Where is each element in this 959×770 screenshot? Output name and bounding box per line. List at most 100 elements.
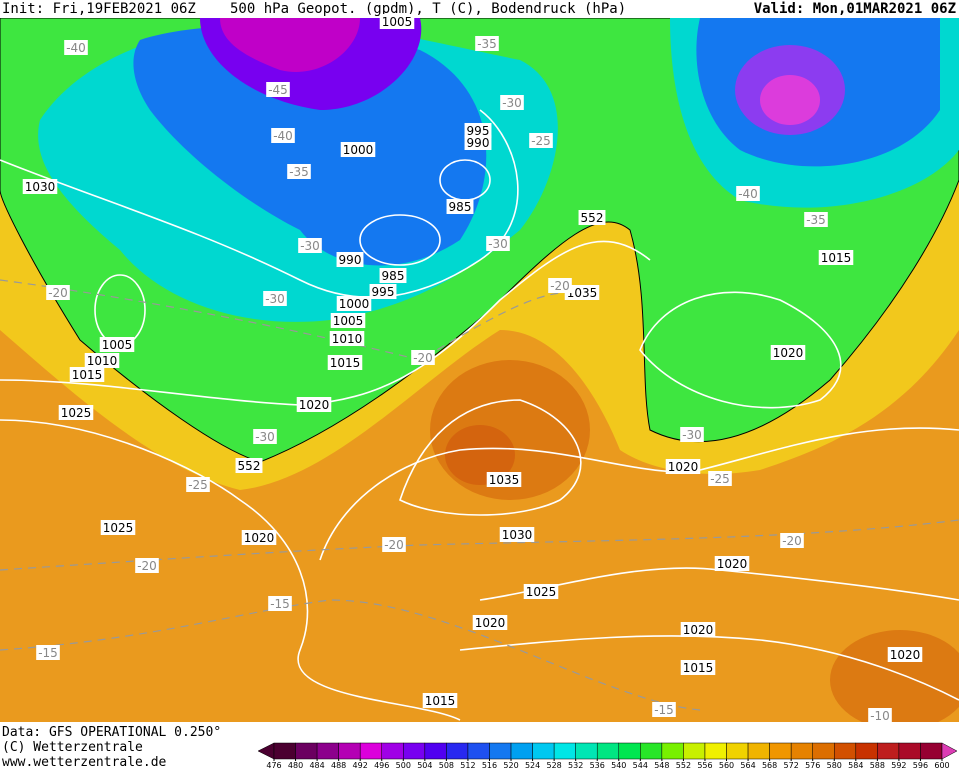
isobar-label-box — [336, 252, 364, 267]
colorbar-swatch — [338, 742, 361, 760]
isobar-label: 1015 — [683, 661, 714, 675]
colorbar-swatch — [446, 742, 469, 760]
colorbar-swatch — [618, 742, 641, 760]
isobar-label-box — [330, 313, 366, 328]
isobar-label: 1015 — [425, 694, 456, 708]
temperature-label-box — [298, 238, 322, 253]
colorbar-tick-label: 484 — [309, 761, 324, 770]
isobar-label: 1020 — [244, 531, 275, 545]
colorbar-swatch — [295, 742, 318, 760]
colorbar-swatch — [898, 742, 921, 760]
colorbar-tick-label: 596 — [913, 761, 928, 770]
isobar-label: 1005 — [382, 15, 413, 29]
isobar-label: 1020 — [475, 616, 506, 630]
colorbar-tick-label: 508 — [439, 761, 454, 770]
isobar-label-box — [680, 622, 716, 637]
temperature-label-box — [253, 429, 277, 444]
temperature-label-box — [411, 350, 435, 365]
isobar-label: 1020 — [668, 460, 699, 474]
isobar-label: 1005 — [333, 314, 364, 328]
temperature-label: -25 — [531, 134, 551, 148]
isobar-label: 985 — [449, 200, 472, 214]
isobar-label: 1015 — [821, 251, 852, 265]
isobar-label: 1025 — [61, 406, 92, 420]
isobar-label: 552 — [238, 459, 261, 473]
isobar-label: 985 — [382, 269, 405, 283]
copyright: (C) Wetterzentrale — [2, 740, 143, 755]
colorbar-swatch — [704, 742, 727, 760]
temperature-label-box — [868, 708, 892, 723]
temperature-label: -35 — [477, 37, 497, 51]
isobar — [359, 214, 441, 266]
isobar-label: 1010 — [87, 354, 118, 368]
colorbar-tick-label: 540 — [611, 761, 626, 770]
isobar-label-box — [329, 331, 365, 346]
header-bar — [0, 0, 959, 18]
colorbar-swatch — [596, 742, 620, 760]
isobar-label-box — [818, 250, 854, 265]
isobar-label-box — [99, 337, 135, 352]
temperature-label-box — [486, 236, 510, 251]
valid-time: Valid: Mon,01MAR2021 06Z — [754, 1, 956, 17]
colorbar-swatch — [553, 742, 576, 760]
colorbar-tick-label: 536 — [590, 761, 605, 770]
colorbar-tick-label: 544 — [633, 761, 648, 770]
isobar-label-box — [578, 210, 606, 225]
colorbar-tick-label: 592 — [891, 761, 906, 770]
colorbar-tick-label: 488 — [331, 761, 346, 770]
isobar-label-box — [887, 647, 923, 662]
isobar-label: 1010 — [332, 332, 363, 346]
init-time: Init: Fri,19FEB2021 06Z — [2, 1, 196, 17]
magenta-region-east — [760, 75, 820, 125]
temperature-label-box — [263, 291, 287, 306]
isobar — [0, 419, 461, 721]
colorbar-swatch — [877, 742, 900, 760]
isobar-label-box — [680, 660, 716, 675]
isobar-label-box — [336, 296, 372, 311]
temperature-label-box — [64, 40, 88, 55]
isobar — [0, 240, 651, 406]
isotherms — [0, 279, 959, 711]
colorbar-tick-label: 516 — [482, 761, 497, 770]
isobar-label: 1005 — [102, 338, 133, 352]
temperature-label: -15 — [270, 597, 290, 611]
temperature-label-box — [680, 427, 704, 442]
isobar-label-box — [714, 556, 750, 571]
isobar — [639, 291, 842, 409]
isobar-label-box — [379, 268, 407, 283]
colorbar-swatch — [920, 742, 943, 760]
isobar-label-box — [296, 397, 332, 412]
temperature-label: -20 — [550, 279, 570, 293]
colorbar-tick-label: 524 — [525, 761, 540, 770]
colorbar-swatch — [424, 742, 447, 760]
isobar-label: 1020 — [773, 346, 804, 360]
isobar-label: 990 — [339, 253, 362, 267]
colorbar-swatch — [640, 742, 663, 760]
colorbar-swatch — [510, 742, 533, 760]
colorbar-tick-label: 568 — [762, 761, 777, 770]
colorbar-tick-label: 572 — [784, 761, 799, 770]
colorbar: 476 480 484 488 492 496 500 504 508 512 516 520 524 5… — [257, 742, 958, 770]
isobar — [399, 399, 582, 516]
colorbar-swatch — [747, 742, 770, 760]
temperature-label: -35 — [806, 213, 826, 227]
isobar-label-box — [464, 123, 492, 138]
colorbar-tick-label: 584 — [848, 761, 863, 770]
isobar-label-box — [340, 142, 376, 157]
isobar-label: 1030 — [25, 180, 56, 194]
colorbar-tick-label: 480 — [288, 761, 303, 770]
temperature-label: -20 — [48, 286, 68, 300]
isobar-label: 1020 — [890, 648, 921, 662]
isobar-label: 1025 — [103, 521, 134, 535]
temperature-label: -10 — [870, 709, 890, 723]
isobar-label-box — [22, 179, 58, 194]
temperature-label-box — [548, 278, 572, 293]
temperature-label-box — [475, 36, 499, 51]
temperature-label-box — [708, 471, 732, 486]
temperature-label: -20 — [413, 351, 433, 365]
colorbar-tick-label: 512 — [460, 761, 475, 770]
colorbar-tick-label: 528 — [546, 761, 561, 770]
isobar-label: 1000 — [339, 297, 370, 311]
temperature-label-box — [266, 82, 290, 97]
